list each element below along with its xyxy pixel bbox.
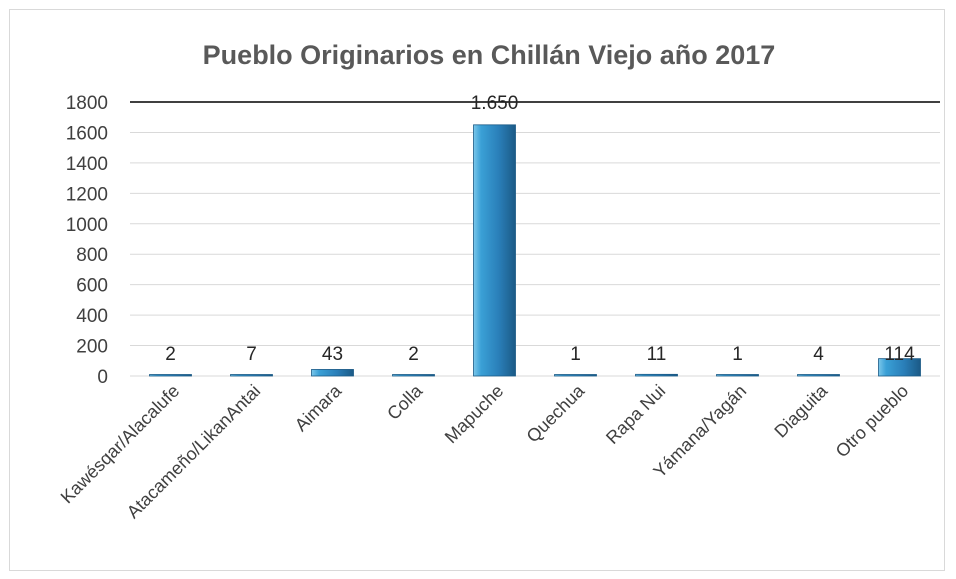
data-label: 1.650 bbox=[471, 93, 519, 114]
bar bbox=[878, 358, 921, 377]
x-tick-label: Mapuche bbox=[441, 381, 508, 448]
bar bbox=[149, 374, 192, 377]
y-tick-label: 1800 bbox=[66, 93, 108, 114]
bar bbox=[230, 374, 273, 377]
x-tick-label: Rapa Nui bbox=[602, 381, 669, 448]
data-label: 11 bbox=[647, 344, 667, 365]
x-tick-label: Atacameño/LikanAntai bbox=[123, 381, 265, 523]
data-label: 2 bbox=[165, 344, 176, 365]
y-tick-label: 200 bbox=[76, 337, 108, 358]
data-label: 4 bbox=[813, 344, 824, 365]
bars bbox=[149, 124, 921, 377]
y-tick-label: 1000 bbox=[66, 215, 108, 236]
y-tick-label: 0 bbox=[97, 367, 108, 388]
bar bbox=[473, 124, 516, 377]
bar bbox=[392, 374, 435, 377]
bar bbox=[716, 374, 759, 377]
bar bbox=[797, 374, 840, 377]
x-tick-label: Otro pueblo bbox=[832, 381, 913, 462]
bar bbox=[635, 373, 678, 377]
y-tick-label: 600 bbox=[76, 276, 108, 297]
y-tick-label: 800 bbox=[76, 245, 108, 266]
data-label: 114 bbox=[884, 344, 915, 365]
data-label: 2 bbox=[408, 344, 419, 365]
data-label: 1 bbox=[570, 344, 581, 365]
y-tick-label: 1600 bbox=[66, 123, 108, 144]
y-tick-label: 1400 bbox=[66, 154, 108, 175]
bar bbox=[311, 369, 354, 377]
x-tick-label: Quechua bbox=[523, 380, 589, 446]
y-tick-label: 1200 bbox=[66, 184, 108, 205]
x-tick-label: Aimara bbox=[291, 380, 346, 435]
y-axis-ticks: 0 200 400 600 800 1000 1200 1400 1600 1800 bbox=[66, 93, 108, 388]
chart-title: Pueblo Originarios en Chillán Viejo año … bbox=[203, 40, 776, 70]
data-label: 1 bbox=[732, 344, 743, 365]
x-tick-label: Diaguita bbox=[770, 380, 832, 442]
x-tick-label: Colla bbox=[383, 380, 427, 424]
y-tick-label: 400 bbox=[76, 306, 108, 327]
data-label: 43 bbox=[322, 344, 343, 365]
data-label: 7 bbox=[246, 344, 257, 365]
bar bbox=[554, 374, 597, 377]
gridlines bbox=[130, 101, 940, 377]
